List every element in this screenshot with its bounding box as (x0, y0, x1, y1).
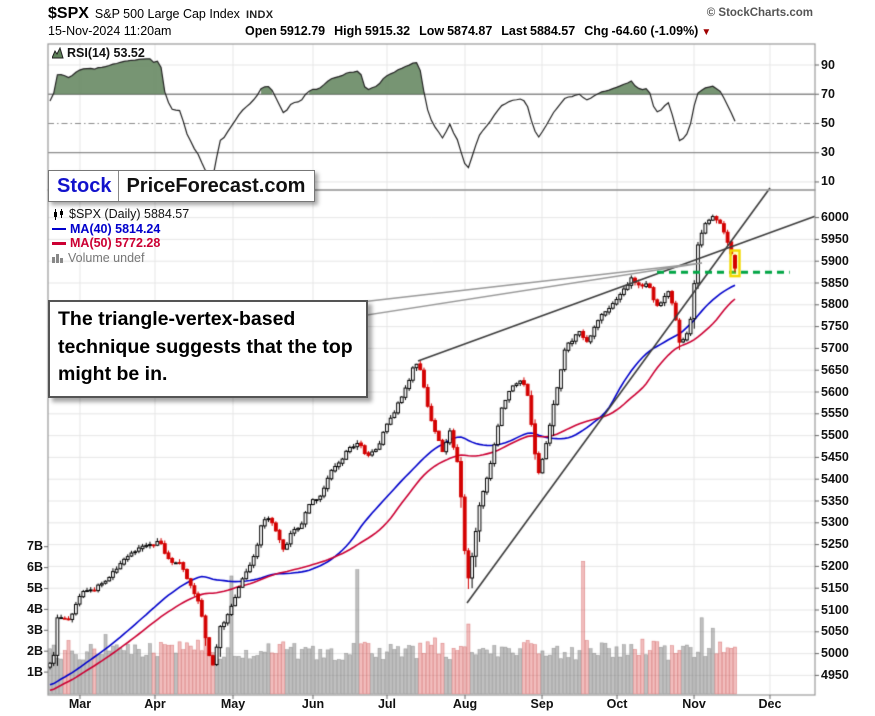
month-label: Nov (682, 697, 706, 711)
price-tick-label: 6000 (821, 210, 849, 225)
price-tick-label: 5750 (821, 319, 849, 334)
symbol-label: $SPX (48, 5, 89, 22)
volume-tick-label: 5B (27, 581, 43, 595)
stockcharts-credit: © StockCharts.com (706, 7, 813, 19)
quote-datetime: 15-Nov-2024 11:20am (48, 24, 172, 38)
exchange-label: INDX (245, 9, 274, 21)
volume-tick-label: 1B (27, 664, 43, 679)
watermark-stock: Stock (49, 171, 120, 201)
month-label: Oct (606, 697, 628, 711)
volume-tick-label: 2B (27, 643, 43, 658)
price-tick-label: 5300 (821, 515, 849, 530)
month-label: Dec (758, 697, 782, 711)
ma50-legend: MA(50) 5772.28 (52, 236, 189, 251)
price-tick-label: 5050 (821, 624, 849, 639)
ma40-legend: MA(40) 5814.24 (52, 222, 189, 237)
rsi-tick-label: 50 (821, 115, 835, 130)
price-tick-label: 5550 (821, 406, 849, 421)
volume-legend-text: Volume undef (68, 250, 145, 265)
price-tick-label: 5200 (821, 558, 849, 573)
price-tick-label: 5850 (821, 275, 849, 290)
annotation-box: The triangle-vertex-based technique sugg… (48, 300, 368, 399)
price-tick-label: 5400 (821, 471, 849, 486)
quote-high: High 5915.32 (334, 24, 411, 38)
index-name: S&P 500 Large Cap Index (94, 7, 240, 21)
rsi-tick-label: 10 (821, 174, 835, 189)
quote-low: Low 5874.87 (419, 24, 493, 38)
month-label: Aug (452, 697, 478, 711)
price-tick-label: 5150 (821, 580, 849, 595)
ma50-legend-text: MA(50) 5772.28 (70, 236, 161, 250)
price-tick-label: 5700 (821, 340, 849, 355)
ma40-legend-text: MA(40) 5814.24 (70, 221, 161, 236)
price-tick-label: 5450 (821, 449, 849, 464)
rsi-area-icon (52, 47, 64, 59)
rsi-panel-label: RSI(14) 53.52 (52, 46, 145, 60)
volume-legend: Volume undef (52, 251, 189, 266)
watermark-logo: Stock PriceForecast.com (48, 170, 316, 202)
month-label: May (220, 697, 246, 711)
candlestick-icon (54, 208, 63, 220)
price-tick-label: 5350 (821, 493, 849, 508)
rsi-label-text: RSI(14) 53.52 (67, 46, 145, 60)
ma40-line-swatch (52, 227, 66, 230)
watermark-forecast: PriceForecast.com (126, 175, 306, 197)
volume-tick-label: 3B (27, 622, 43, 637)
quote-row: 15-Nov-2024 11:20am Open 5912.79 High 5915… (48, 24, 865, 40)
month-label: Mar (68, 697, 92, 711)
rsi-tick-label: 70 (821, 86, 835, 101)
price-tick-label: 5250 (821, 537, 849, 552)
month-label: Apr (144, 697, 166, 711)
price-tick-label: 5500 (821, 428, 849, 443)
month-label: Sep (530, 697, 554, 711)
chart-header: $SPX S&P 500 Large Cap Index INDX (48, 5, 865, 23)
series-legend-text: $SPX (Daily) 5884.57 (69, 207, 190, 221)
price-tick-label: 5800 (821, 297, 849, 312)
rsi-tick-label: 30 (821, 145, 835, 160)
month-label: Jul (377, 697, 397, 711)
volume-bars-icon (52, 253, 63, 263)
quote-change: Chg -64.60 (-1.09%) ▼ (584, 24, 712, 38)
rsi-tick-label: 90 (821, 57, 835, 72)
quote-open: Open 5912.79 (245, 24, 326, 38)
change-down-arrow-icon: ▼ (701, 27, 712, 38)
price-legend: $SPX (Daily) 5884.57 MA(40) 5814.24 MA(5… (52, 207, 189, 265)
price-tick-label: 5900 (821, 253, 849, 268)
price-tick-label: 5650 (821, 362, 849, 377)
series-legend: $SPX (Daily) 5884.57 (52, 207, 189, 222)
price-tick-label: 5950 (821, 231, 849, 246)
price-tick-label: 5600 (821, 384, 849, 399)
volume-tick-label: 4B (27, 601, 43, 616)
price-tick-label: 5000 (821, 646, 849, 661)
ma50-line-swatch (52, 242, 66, 245)
month-label: Jun (301, 697, 325, 711)
volume-tick-label: 6B (27, 560, 43, 575)
volume-tick-label: 7B (27, 539, 43, 554)
price-tick-label: 4950 (821, 667, 849, 682)
price-tick-label: 5100 (821, 602, 849, 617)
annotation-text: The triangle-vertex-based technique sugg… (58, 308, 353, 386)
quote-last: Last 5884.57 (501, 24, 576, 38)
